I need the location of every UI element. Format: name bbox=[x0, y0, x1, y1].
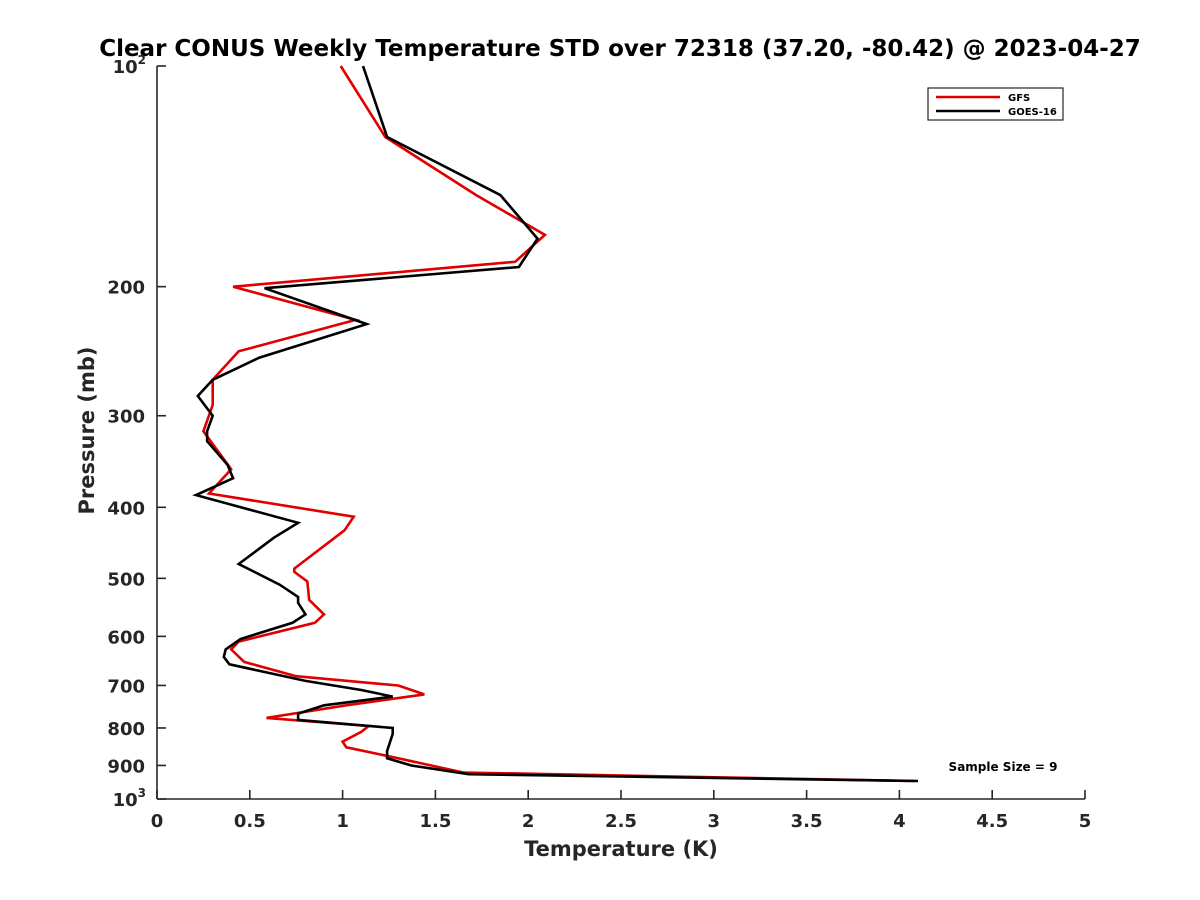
y-tick-label: 400 bbox=[107, 498, 145, 519]
y-tick-label: 103 bbox=[113, 786, 146, 811]
y-tick-label: 600 bbox=[107, 627, 145, 648]
x-tick-label: 2.5 bbox=[605, 811, 637, 832]
x-tick-label: 5 bbox=[1079, 811, 1092, 832]
x-tick-label: 2 bbox=[522, 811, 535, 832]
y-tick-label: 102 bbox=[113, 53, 146, 78]
plot-series bbox=[192, 65, 919, 783]
y-tick-label-exponent: 3 bbox=[138, 786, 146, 800]
y-axis-label: Pressure (mb) bbox=[75, 347, 99, 515]
x-tick-label: 3 bbox=[708, 811, 721, 832]
x-tick-label: 1 bbox=[336, 811, 349, 832]
y-tick-label: 700 bbox=[107, 676, 145, 697]
x-tick-label: 0 bbox=[151, 811, 164, 832]
y-tick-label-base: 10 bbox=[113, 57, 138, 78]
x-tick-label: 3.5 bbox=[791, 811, 823, 832]
legend-entry: GOES-16 bbox=[1008, 107, 1057, 118]
x-axis: 0 0.5 1 1.5 2 2.5 3 3.5 4 4.5 5 bbox=[151, 790, 1092, 832]
x-axis-label: Temperature (K) bbox=[524, 837, 718, 861]
chart-title: Clear CONUS Weekly Temperature STD over … bbox=[99, 36, 1141, 62]
y-tick-label: 800 bbox=[107, 719, 145, 740]
legend: GFS GOES-16 bbox=[927, 87, 1064, 121]
y-tick-label-base: 10 bbox=[113, 790, 138, 811]
y-tick-label: 500 bbox=[107, 569, 145, 590]
y-tick-label: 200 bbox=[107, 278, 145, 299]
x-tick-label: 4 bbox=[893, 811, 906, 832]
y-tick-label: 300 bbox=[107, 407, 145, 428]
legend-entry: GFS bbox=[1008, 93, 1030, 104]
x-tick-label: 0.5 bbox=[234, 811, 266, 832]
legend-box bbox=[927, 87, 1064, 121]
x-tick-label: 4.5 bbox=[976, 811, 1008, 832]
series-line-gfs bbox=[201, 65, 915, 783]
y-tick-label-exponent: 2 bbox=[138, 53, 146, 67]
x-tick-label: 1.5 bbox=[419, 811, 451, 832]
series-line-goes-16 bbox=[192, 65, 919, 783]
y-tick-label: 900 bbox=[107, 756, 145, 777]
sample-size-annotation: Sample Size = 9 bbox=[949, 760, 1058, 774]
